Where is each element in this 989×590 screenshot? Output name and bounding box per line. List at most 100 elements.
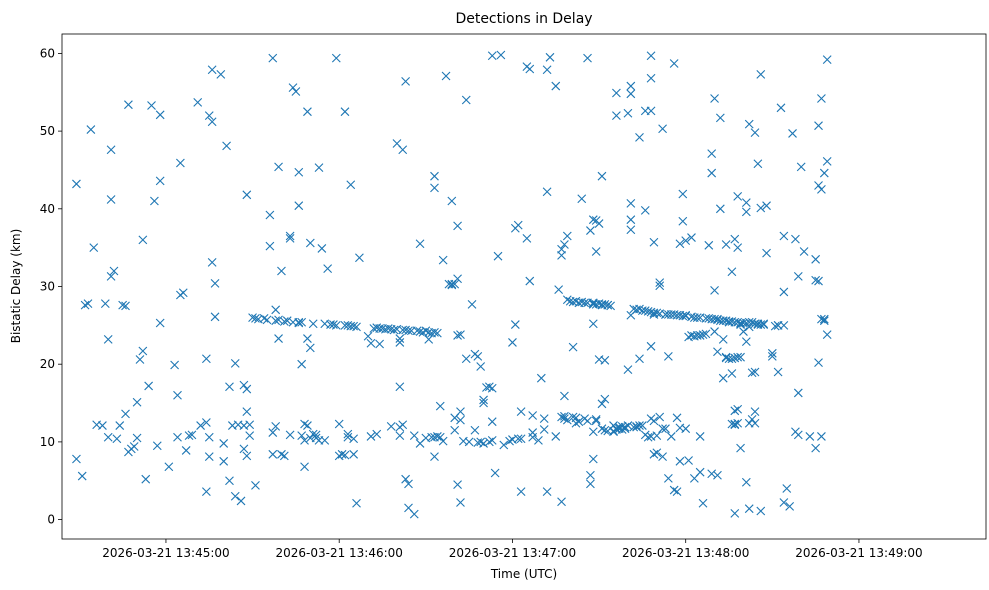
data-point-marker xyxy=(106,272,116,281)
y-tick-label: 60 xyxy=(40,46,55,60)
data-point-marker xyxy=(329,320,338,329)
data-point-marker xyxy=(788,129,797,138)
data-point-marker xyxy=(135,355,145,364)
data-point-marker xyxy=(285,233,295,243)
data-point-marker xyxy=(487,51,497,61)
data-point-marker xyxy=(640,306,650,315)
data-point-marker xyxy=(297,431,307,441)
data-point-marker xyxy=(733,404,743,414)
data-point-marker xyxy=(395,431,405,441)
data-point-marker xyxy=(750,367,760,377)
x-tick-label: 2026-03-21 13:49:00 xyxy=(795,546,922,560)
data-point-marker xyxy=(430,327,439,337)
data-point-marker xyxy=(303,334,312,343)
data-point-marker xyxy=(695,331,705,340)
data-point-marker xyxy=(242,407,252,416)
data-point-marker xyxy=(539,425,549,434)
data-point-marker xyxy=(678,311,688,321)
data-point-marker xyxy=(282,316,292,326)
data-point-marker xyxy=(259,313,269,323)
data-point-marker xyxy=(606,301,616,311)
chart-title: Detections in Delay xyxy=(455,11,592,27)
data-point-marker xyxy=(713,347,722,357)
data-point-marker xyxy=(655,412,665,422)
data-point-marker xyxy=(646,341,656,351)
data-point-marker xyxy=(649,449,659,459)
data-point-marker xyxy=(155,176,165,186)
data-point-marker xyxy=(112,434,122,444)
data-point-marker xyxy=(623,421,633,430)
data-point-marker xyxy=(366,338,376,348)
data-point-marker xyxy=(684,456,693,465)
data-point-marker xyxy=(710,94,719,103)
data-point-marker xyxy=(121,301,130,311)
data-point-marker xyxy=(184,431,194,441)
data-point-marker xyxy=(395,338,405,347)
data-point-marker xyxy=(678,216,688,226)
data-point-marker xyxy=(750,128,760,138)
data-point-marker xyxy=(817,184,826,194)
data-point-marker xyxy=(303,107,312,117)
data-point-marker xyxy=(456,330,465,340)
y-tick-label: 30 xyxy=(40,280,55,294)
data-point-marker xyxy=(450,425,460,435)
data-point-marker xyxy=(311,430,321,440)
data-point-marker xyxy=(539,414,549,423)
data-point-marker xyxy=(236,496,246,506)
x-tick-label: 2026-03-21 13:47:00 xyxy=(449,546,576,560)
data-point-marker xyxy=(100,299,110,308)
data-point-marker xyxy=(453,331,462,340)
data-point-marker xyxy=(568,342,578,352)
data-point-marker xyxy=(277,449,286,459)
data-point-marker xyxy=(591,414,601,424)
data-point-marker xyxy=(204,111,214,120)
data-point-marker xyxy=(124,100,133,110)
data-point-marker xyxy=(741,337,751,347)
data-point-marker xyxy=(586,470,595,480)
data-point-marker xyxy=(762,248,771,258)
data-point-marker xyxy=(265,210,275,220)
data-point-marker xyxy=(147,101,156,110)
data-point-marker xyxy=(669,485,679,495)
data-point-marker xyxy=(779,287,789,297)
data-point-marker xyxy=(103,432,113,442)
data-point-marker xyxy=(626,81,636,91)
data-point-marker xyxy=(695,432,705,441)
data-point-marker xyxy=(204,432,214,442)
data-point-marker xyxy=(718,334,728,344)
data-point-marker xyxy=(201,487,211,496)
data-point-marker xyxy=(612,88,621,98)
data-point-marker xyxy=(271,421,281,431)
data-point-marker xyxy=(86,125,96,134)
data-point-marker xyxy=(741,198,751,207)
data-point-marker xyxy=(779,498,789,507)
data-point-marker xyxy=(597,424,607,434)
data-point-marker xyxy=(557,412,566,422)
data-point-marker xyxy=(652,431,662,441)
data-point-marker xyxy=(557,497,566,507)
data-point-marker xyxy=(438,255,448,265)
data-point-marker xyxy=(300,419,309,429)
data-point-marker xyxy=(516,407,526,416)
data-point-marker xyxy=(767,352,777,361)
data-point-marker xyxy=(560,414,569,423)
data-point-marker xyxy=(744,119,754,129)
data-point-marker xyxy=(274,334,283,343)
data-point-marker xyxy=(225,382,234,392)
data-point-marker xyxy=(314,163,324,173)
data-point-marker xyxy=(620,422,630,432)
data-point-marker xyxy=(730,234,740,244)
data-point-marker xyxy=(401,77,411,86)
data-point-marker xyxy=(204,452,214,462)
data-point-marker xyxy=(72,454,81,464)
data-point-marker xyxy=(242,384,252,394)
data-point-marker xyxy=(173,432,182,442)
data-point-marker xyxy=(597,171,607,181)
data-point-marker xyxy=(814,181,823,190)
data-point-marker xyxy=(121,409,130,419)
data-point-marker xyxy=(456,415,465,425)
data-point-marker xyxy=(363,331,373,341)
data-point-marker xyxy=(542,187,552,197)
data-point-marker xyxy=(152,441,162,451)
data-point-marker xyxy=(658,452,667,462)
